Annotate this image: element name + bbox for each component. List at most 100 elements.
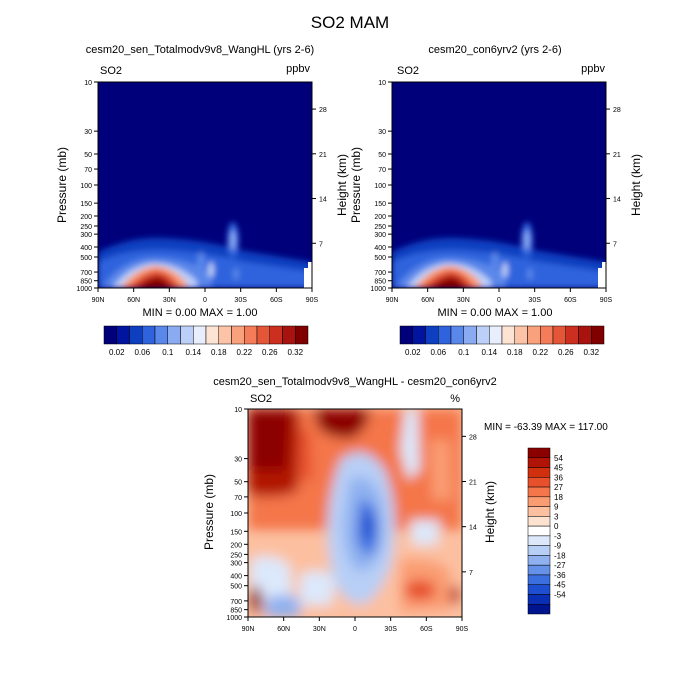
y-tick-label: 700 bbox=[80, 270, 92, 277]
y-tick-label: 400 bbox=[80, 245, 92, 252]
colorbar: 0.02 0.06 0.1 0.14 0.18 0.22 0.26 0.32 bbox=[103, 325, 309, 357]
colorbar-swatch bbox=[527, 603, 551, 615]
x-tick-label: 30S bbox=[234, 297, 247, 304]
y-tick-label: 400 bbox=[374, 245, 386, 252]
x-tick-label: 60N bbox=[277, 626, 290, 633]
colorbar-swatch bbox=[244, 325, 258, 345]
colorbar-label: 9 bbox=[554, 503, 559, 512]
x-tick-label: 90N bbox=[92, 297, 105, 304]
panel-difference: cesm20_sen_Totalmodv9v8_WangHL - cesm20_… bbox=[202, 376, 608, 633]
y-axis-label: Pressure (mb) bbox=[55, 147, 69, 223]
y-tick-label: 1000 bbox=[76, 286, 92, 293]
y2-tick-label: 7 bbox=[319, 241, 323, 248]
y-tick-label: 10 bbox=[84, 80, 92, 87]
colorbar-swatch bbox=[154, 325, 168, 345]
y2-tick-label: 28 bbox=[319, 107, 327, 114]
colorbar-swatch bbox=[412, 325, 426, 345]
y-tick-label: 700 bbox=[230, 599, 242, 606]
colorbar-swatch bbox=[180, 325, 194, 345]
y2-tick-label: 21 bbox=[319, 152, 327, 159]
panel-control: cesm20_con6yrv2 (yrs 2-6) SO2 ppbv bbox=[349, 44, 643, 357]
y-tick-label: 700 bbox=[374, 270, 386, 277]
colorbar-label: 0.22 bbox=[236, 348, 252, 357]
colorbar-swatch bbox=[527, 506, 551, 517]
panel-title: cesm20_sen_Totalmodv9v8_WangHL - cesm20_… bbox=[213, 376, 497, 388]
y2-axis-label: Height (km) bbox=[629, 154, 643, 216]
colorbar-label: 0.18 bbox=[211, 348, 227, 357]
y-tick-label: 250 bbox=[374, 224, 386, 231]
colorbar-swatch bbox=[527, 486, 551, 498]
colorbar-label: 0.02 bbox=[405, 348, 421, 357]
y-tick-label: 70 bbox=[84, 167, 92, 174]
colorbar-swatch bbox=[527, 447, 551, 459]
colorbar-swatch bbox=[269, 325, 283, 345]
colorbar-swatch bbox=[450, 325, 464, 345]
panel-title: cesm20_con6yrv2 (yrs 2-6) bbox=[428, 44, 561, 56]
variable-label: SO2 bbox=[100, 65, 122, 77]
y2-tick-label: 28 bbox=[469, 434, 477, 441]
colorbar-label: 0.26 bbox=[262, 348, 278, 357]
y-tick-label: 500 bbox=[374, 255, 386, 262]
colorbar-label: 0.1 bbox=[458, 348, 470, 357]
x-tick-label: 60N bbox=[421, 297, 434, 304]
variable-label: SO2 bbox=[397, 65, 419, 77]
y-tick-label: 30 bbox=[378, 129, 386, 136]
colorbar-swatch bbox=[193, 325, 207, 345]
colorbar-swatch bbox=[565, 325, 579, 345]
colorbar-swatch bbox=[578, 325, 592, 345]
y-tick-label: 70 bbox=[234, 495, 242, 502]
colorbar-swatch bbox=[527, 467, 551, 478]
y-tick-label: 150 bbox=[374, 201, 386, 208]
colorbar-swatch bbox=[552, 325, 566, 345]
colorbar-label: 0.22 bbox=[532, 348, 548, 357]
y-tick-label: 100 bbox=[80, 183, 92, 190]
y2-tick-label: 7 bbox=[613, 241, 617, 248]
colorbar-label: 0 bbox=[554, 522, 559, 531]
colorbar-swatch bbox=[142, 325, 156, 345]
colorbar-label: 0.26 bbox=[558, 348, 574, 357]
y-tick-label: 300 bbox=[80, 232, 92, 239]
colorbar-label: 54 bbox=[554, 454, 563, 463]
colorbar-label: -3 bbox=[554, 532, 562, 541]
heatmap-field bbox=[392, 82, 606, 288]
min-max-stats: MIN = 0.00 MAX = 1.00 bbox=[143, 307, 258, 319]
y-tick-label: 500 bbox=[80, 255, 92, 262]
colorbar-label: 0.06 bbox=[430, 348, 446, 357]
y-tick-label: 300 bbox=[230, 561, 242, 568]
colorbar-swatch bbox=[527, 516, 551, 527]
x-tick-label: 90N bbox=[242, 626, 255, 633]
units-label: ppbv bbox=[581, 63, 605, 75]
colorbar-label: 0.02 bbox=[109, 348, 125, 357]
colorbar-swatch bbox=[425, 325, 439, 345]
colorbar-label: 0.14 bbox=[481, 348, 497, 357]
y-tick-label: 200 bbox=[374, 214, 386, 221]
units-label: % bbox=[450, 393, 460, 405]
y-tick-label: 250 bbox=[230, 552, 242, 559]
colorbar-label: 36 bbox=[554, 473, 563, 482]
colorbar-swatch bbox=[527, 564, 551, 576]
colorbar-swatch bbox=[399, 325, 413, 345]
y2-tick-label: 14 bbox=[319, 197, 327, 204]
y2-tick-label: 14 bbox=[469, 525, 477, 532]
panel-title: cesm20_sen_Totalmodv9v8_WangHL (yrs 2-6) bbox=[86, 44, 314, 56]
y2-axis-label: Height (km) bbox=[483, 481, 497, 543]
y-tick-label: 850 bbox=[374, 279, 386, 286]
colorbar-swatch bbox=[463, 325, 477, 345]
y-tick-label: 10 bbox=[378, 80, 386, 87]
y2-tick-label: 28 bbox=[613, 107, 621, 114]
colorbar-swatch bbox=[527, 525, 551, 537]
variable-label: SO2 bbox=[250, 393, 272, 405]
x-tick-label: 90S bbox=[306, 297, 319, 304]
x-tick-label: 90N bbox=[386, 297, 399, 304]
y-tick-label: 500 bbox=[230, 584, 242, 591]
colorbar-swatch bbox=[116, 325, 130, 345]
y2-tick-label: 14 bbox=[613, 197, 621, 204]
y-tick-label: 70 bbox=[378, 167, 386, 174]
y-tick-label: 30 bbox=[84, 129, 92, 136]
colorbar-label: -54 bbox=[554, 590, 566, 599]
x-tick-label: 30N bbox=[457, 297, 470, 304]
colorbar-label: -45 bbox=[554, 581, 566, 590]
y-tick-label: 850 bbox=[80, 279, 92, 286]
colorbar-swatch bbox=[476, 325, 490, 345]
